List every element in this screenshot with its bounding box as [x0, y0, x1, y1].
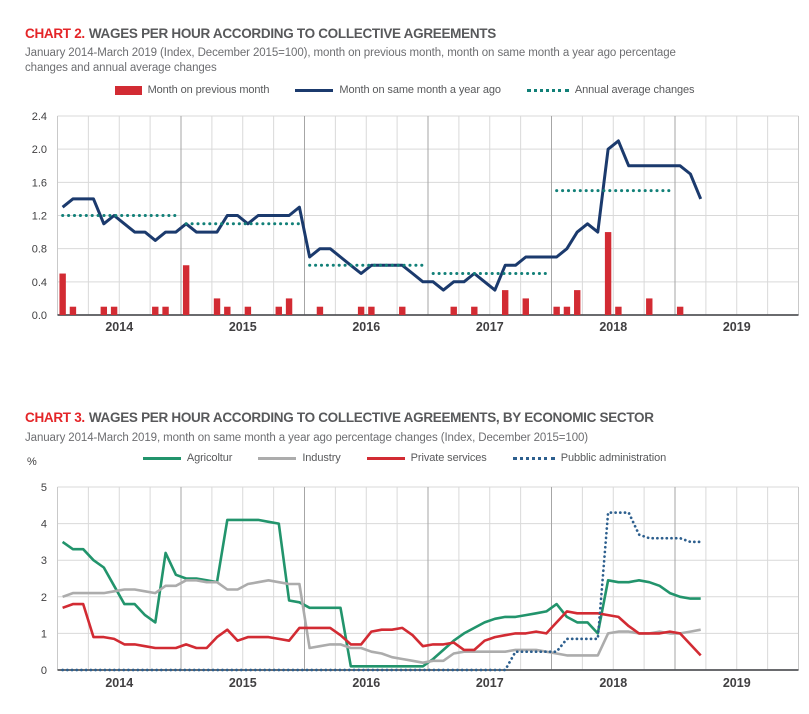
chart2-y-tick-labels: 0.0 0.4 0.8 1.2 1.6 2.0 2.4: [32, 111, 47, 322]
chart2-title-prefix: CHART 2.: [25, 26, 85, 42]
chart3-subtitle: January 2014-March 2019, month on same m…: [25, 431, 589, 444]
y-tick-label: 1: [41, 628, 47, 640]
chart3-gridlines: [57, 486, 799, 671]
x-year-label: 2018: [599, 676, 627, 690]
bar-swatch-icon: [114, 85, 142, 95]
x-year-label: 2019: [723, 676, 751, 690]
y-tick-label: 1.6: [32, 177, 47, 189]
line-swatch-icon: [366, 456, 405, 460]
chart2-title: CHART 2. WAGES PER HOUR ACCORDING TO COLL…: [25, 26, 496, 41]
chart3-title-text: WAGES PER HOUR ACCORDING TO COLLECTIVE A…: [88, 410, 654, 426]
y-tick-label: 0.8: [32, 244, 47, 256]
chart3-y-axis-unit-label: %: [27, 456, 37, 468]
y-tick-label: 0.4: [32, 277, 47, 289]
y-tick-label: 5: [41, 482, 47, 494]
legend-label: Agricoltur: [186, 452, 233, 464]
x-year-label: 2018: [599, 320, 627, 334]
chart3-series-private-services: [62, 602, 702, 657]
legend-item-private-services: Private services: [366, 452, 487, 464]
chart2-x-year-labels: 2014 2015 2016 2017 2018 2019: [105, 320, 750, 334]
chart3-plot: 0 1 2 3 4 5 2014 2015 2016 2017 2018 2019: [41, 482, 799, 690]
dotted-line-swatch-icon: [526, 88, 569, 92]
y-tick-label: 2: [41, 592, 47, 604]
chart3-y-tick-labels: 0 1 2 3 4 5: [41, 482, 47, 677]
y-tick-label: 2.0: [32, 144, 47, 156]
line-swatch-icon: [142, 456, 181, 460]
legend-item-industry: Industry: [258, 452, 341, 464]
legend-item-annual-average: Annual average changes: [526, 84, 695, 96]
chart2-title-text: WAGES PER HOUR ACCORDING TO COLLECTIVE A…: [88, 26, 496, 42]
x-year-label: 2016: [352, 320, 380, 334]
chart3-series-pubblic-administration: [61, 511, 703, 672]
y-tick-label: 4: [41, 519, 47, 531]
legend-label: Pubblic administration: [560, 452, 667, 464]
chart3-title: CHART 3. WAGES PER HOUR ACCORDING TO COLL…: [25, 410, 654, 425]
legend-label: Month on previous month: [147, 84, 270, 96]
chart3-series-industry: [62, 579, 701, 664]
y-tick-label: 0: [41, 665, 47, 677]
x-year-label: 2019: [723, 320, 751, 334]
legend-item-public-administration: Pubblic administration: [512, 452, 667, 464]
line-swatch-icon: [258, 456, 297, 460]
legend-label: Private services: [410, 452, 487, 464]
x-year-label: 2014: [105, 676, 133, 690]
x-year-label: 2014: [105, 320, 133, 334]
legend-label: Month on same month a year ago: [339, 84, 501, 96]
chart2-series-annual-average-changes: [61, 189, 672, 276]
x-year-label: 2015: [229, 676, 257, 690]
x-year-label: 2017: [476, 320, 504, 334]
chart3-title-prefix: CHART 3.: [25, 410, 85, 426]
chart3-series-agricoltur: [61, 518, 701, 668]
chart2-legend: Month on previous month Month on same mo…: [0, 84, 809, 96]
x-year-label: 2016: [352, 676, 380, 690]
legend-label: Industry: [302, 452, 341, 464]
y-tick-label: 0.0: [32, 310, 47, 322]
x-year-label: 2017: [476, 676, 504, 690]
chart3-legend: Agricoltur Industry Private services Pub…: [0, 452, 809, 464]
line-swatch-icon: [295, 88, 334, 92]
legend-label: Annual average changes: [574, 84, 695, 96]
y-tick-label: 2.4: [32, 111, 47, 123]
chart2-series-month-on-previous-month: [59, 232, 684, 315]
dotted-line-swatch-icon: [512, 456, 555, 460]
x-year-label: 2015: [229, 320, 257, 334]
legend-item-month-on-same-month: Month on same month a year ago: [295, 84, 501, 96]
legend-item-agriculture: Agricoltur: [142, 452, 233, 464]
chart3-x-year-labels: 2014 2015 2016 2017 2018 2019: [105, 676, 750, 690]
y-tick-label: 1.2: [32, 211, 47, 223]
legend-item-month-on-previous-month: Month on previous month: [114, 84, 270, 96]
y-tick-label: 3: [41, 555, 47, 567]
chart2-subtitle: January 2014-March 2019 (Index, December…: [25, 46, 676, 75]
